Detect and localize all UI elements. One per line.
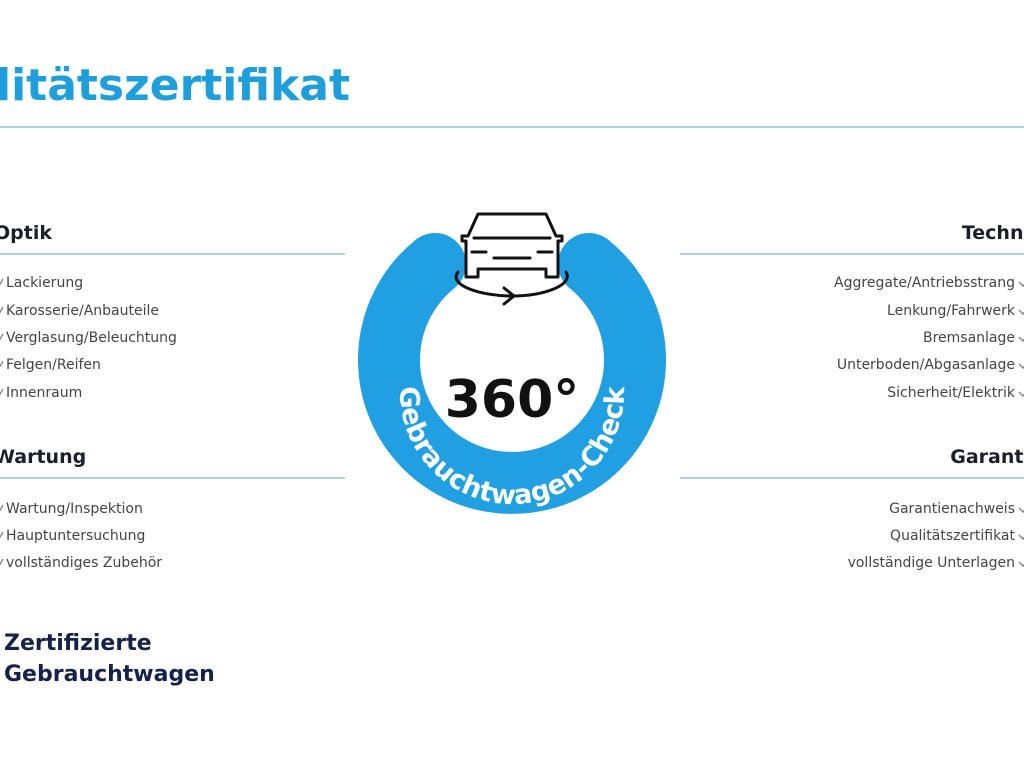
check-mark bbox=[1018, 561, 1024, 568]
check-item: Bremsanlage bbox=[923, 330, 1015, 346]
lists: Optik Lackierung Karosserie/Anbauteile Verg… bbox=[0, 222, 1024, 571]
check-item: Qualitätszertifikat bbox=[890, 528, 1015, 544]
check-mark bbox=[1018, 281, 1024, 288]
check-mark bbox=[0, 360, 4, 368]
check-item: Unterboden/Abgasanlage bbox=[837, 357, 1015, 373]
check-item: Innenraum bbox=[6, 385, 82, 401]
check-item: Lackierung bbox=[6, 275, 83, 291]
check-item: Garantienachweis bbox=[889, 501, 1015, 517]
check-item: Verglasung/Beleuchtung bbox=[6, 330, 177, 346]
check-mark bbox=[0, 306, 4, 314]
check-mark bbox=[1018, 336, 1024, 343]
section-heading: Garanti bbox=[950, 446, 1024, 468]
check-mark bbox=[0, 278, 4, 286]
section-heading: Optik bbox=[0, 222, 52, 244]
check-mark bbox=[1018, 363, 1024, 370]
badge-number: 360° bbox=[445, 370, 580, 430]
footer-line: Zertifizierte bbox=[4, 631, 152, 656]
check-mark bbox=[0, 531, 4, 539]
ring bbox=[358, 233, 666, 514]
section-heading: Wartung bbox=[0, 446, 86, 468]
check-mark bbox=[0, 388, 4, 396]
check-mark bbox=[0, 504, 4, 512]
check-item: Aggregate/Antriebsstrang bbox=[834, 275, 1015, 291]
check-mark bbox=[1018, 534, 1024, 541]
check-item: vollständiges Zubehör bbox=[6, 555, 162, 571]
check-mark bbox=[0, 558, 4, 566]
check-item: Lenkung/Fahrwerk bbox=[887, 303, 1016, 319]
footer-line: Gebrauchtwagen bbox=[4, 662, 215, 687]
check-item: Wartung/Inspektion bbox=[6, 501, 143, 517]
check-item: Sicherheit/Elektrik bbox=[887, 385, 1016, 401]
check-mark bbox=[0, 333, 4, 341]
check-mark bbox=[1018, 309, 1024, 316]
check-item: vollständige Unterlagen bbox=[848, 555, 1015, 571]
check-mark bbox=[1018, 507, 1024, 514]
check-mark bbox=[1018, 391, 1024, 398]
title: litätszertifikat bbox=[0, 60, 350, 111]
section-heading: Techni bbox=[962, 222, 1024, 244]
car-icon bbox=[454, 212, 569, 306]
check-item: Hauptuntersuchung bbox=[6, 528, 145, 544]
check-item: Felgen/Reifen bbox=[6, 357, 101, 373]
check-item: Karosserie/Anbauteile bbox=[6, 303, 159, 319]
